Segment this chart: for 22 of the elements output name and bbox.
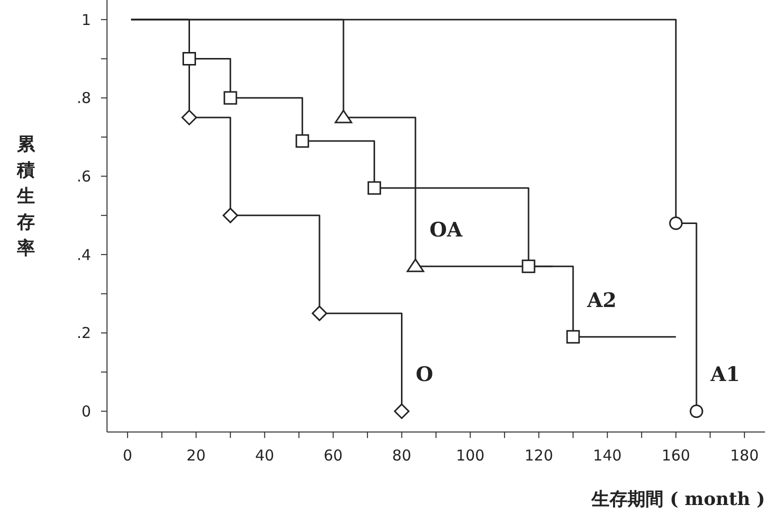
y-tick-label: 0 — [81, 402, 91, 421]
x-tick-label: 0 — [122, 446, 132, 465]
x-tick-label: 60 — [324, 446, 343, 465]
x-tick-label: 40 — [255, 446, 274, 465]
y-tick-label: 1 — [81, 10, 91, 29]
x-tick-label: 20 — [186, 446, 206, 465]
y-tick-label: .4 — [76, 246, 91, 264]
series-label: OA — [429, 217, 463, 242]
y-axis-title: 累積生存率 — [16, 134, 36, 259]
x-tick-label: 180 — [730, 446, 759, 465]
y-tick-label: .6 — [76, 168, 91, 186]
y-tick-label: .8 — [76, 89, 91, 108]
x-tick-label: 140 — [593, 446, 622, 465]
series-label: O — [416, 362, 434, 386]
y-tick-label: .2 — [76, 324, 91, 342]
x-tick-label: 160 — [662, 446, 690, 465]
x-tick-label: 100 — [456, 446, 485, 465]
x-tick-label: 120 — [524, 446, 554, 465]
x-axis-title: 生存期間 ( month ) — [590, 489, 765, 510]
x-tick-label: 80 — [392, 446, 412, 465]
series-label: A2 — [586, 288, 617, 312]
series-label: A1 — [709, 362, 740, 386]
